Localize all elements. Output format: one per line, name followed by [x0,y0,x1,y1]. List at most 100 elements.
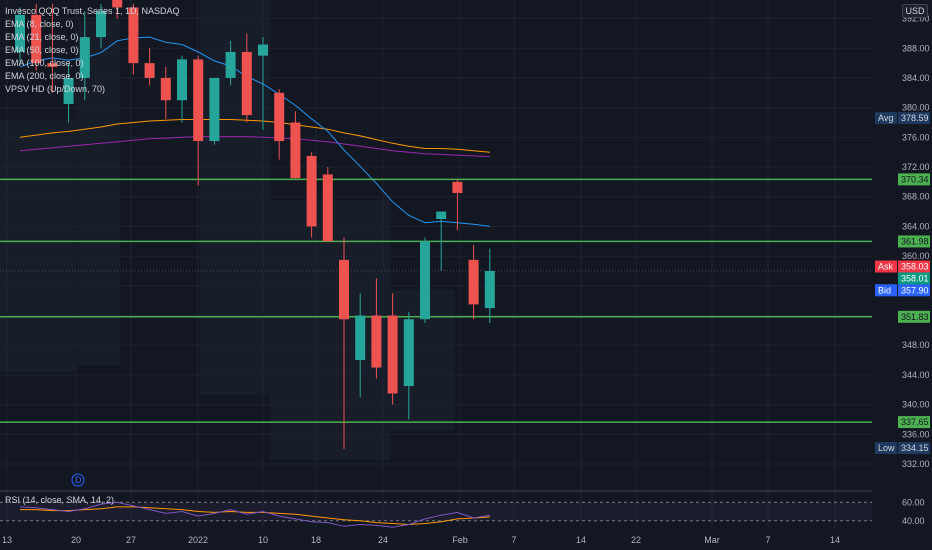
candle-body [306,155,317,227]
candle-body [484,270,495,309]
candle-body [387,315,398,394]
candle-body [31,14,42,64]
candle-body [355,315,366,361]
candle-body [436,211,447,220]
price-tag-ask [898,260,930,273]
candle-body [452,181,463,194]
price-tag-level [898,416,930,429]
price-tags: 378.59 Avg 370.34 361.98 358.03 Ask 358.01 357.… [875,112,930,455]
ema-100-line [19,119,490,153]
price-tick-label: 388.00 [902,43,930,53]
indicator-legend: Invesco QQQ Trust, Series 1, 1D, NASDAQ … [5,5,180,96]
price-tag-value: 357.90 [901,285,929,295]
candle-body [225,51,236,78]
symbol-title[interactable]: Invesco QQQ Trust, Series 1, 1D, NASDAQ [5,6,180,16]
time-tick-label: 7 [511,535,516,545]
level-lines[interactable] [0,178,872,423]
candle-body [258,44,268,56]
price-tag-label: Ask [878,262,894,272]
candle-body [79,37,90,78]
price-tag-value: 351.83 [901,312,929,322]
indicator-ema-50[interactable]: EMA (50, close, 0) [5,45,79,55]
time-tick-label: 27 [126,535,136,545]
price-tag-label: Avg [878,113,893,123]
indicator-ema-8[interactable]: EMA (8, close, 0) [5,19,74,29]
rsi-line [19,501,490,528]
time-tick-label: 14 [830,535,840,545]
price-tag-value: 370.34 [901,174,929,184]
price-tag-last [898,272,930,285]
candle-body [339,259,349,320]
indicator-ema-21[interactable]: EMA (21, close, 0) [5,32,79,42]
price-tag-level [898,235,930,248]
price-tag-value: 358.01 [901,273,929,283]
price-tag-avg [898,112,930,125]
price-tick-label: 332.00 [902,459,930,469]
candle-body [15,14,25,52]
currency-button[interactable]: USD [902,4,928,18]
price-tick-label: 368.00 [902,192,930,202]
price-tick-label: 384.00 [902,73,930,83]
indicator-vpsv[interactable]: VPSV HD (Up/Down, 70) [5,84,106,94]
time-tick-label: Feb [452,535,468,545]
candle-body [144,63,155,78]
time-tick-label: 18 [311,535,321,545]
ema-21-line [19,36,490,227]
time-tick-label: Mar [704,535,720,545]
price-tag-label-bg [875,112,897,125]
price-tick-label: 360.00 [902,251,930,261]
indicator-ema-100[interactable]: EMA (100, close, 0) [5,58,84,68]
candle-body [193,59,204,142]
candle-body [322,174,333,242]
time-tick-label: 14 [576,535,586,545]
rsi-legend[interactable]: RSI (14, close, SMA, 14, 2) [5,495,115,505]
candle-body [274,92,285,142]
price-tag-label: Bid [878,285,891,295]
candle-body [209,77,220,142]
price-tag-value: 358.03 [901,262,929,272]
rsi-pane [0,501,872,528]
dividend-icon [71,473,85,487]
candle-body [112,0,123,8]
indicator-ema-200[interactable]: EMA (200, close, 0) [5,71,84,81]
rsi-tick-label: 40.00 [902,516,925,526]
time-axis[interactable]: 13 20 27 2022 10 18 24 Feb 7 14 22 Mar 7 14 [0,531,932,550]
rsi-band [0,502,872,521]
price-tag-label-bg [875,260,897,273]
price-tag-value: 378.59 [901,113,929,123]
candle-body [241,51,252,116]
rsi-tick-label: 60.00 [902,497,925,507]
price-tag-bid [898,284,930,297]
candle-body [371,315,382,368]
price-tag-value: 334.15 [901,443,929,453]
time-tick-label: 10 [258,535,268,545]
time-axis-bg [0,531,932,550]
price-tag-value: 337.65 [901,417,929,427]
price-tag-label-bg [875,442,897,455]
volume-profile-box [270,200,390,460]
volume-profile-box [0,120,75,372]
price-tick-label: 336.00 [902,429,930,439]
price-tag-value: 361.98 [901,236,929,246]
price-tag-level [898,173,930,186]
time-tick-label: 24 [378,535,388,545]
price-tick-label: 348.00 [902,340,930,350]
volume-profile [0,0,455,460]
price-tick-label: 392.00 [902,14,930,24]
candle-body [128,7,139,64]
price-tick-label: 372.00 [902,162,930,172]
time-tick-label: 13 [2,535,12,545]
dividend-icon-letter: D [75,475,82,485]
price-tick-label: 364.00 [902,221,930,231]
price-tag-low [898,442,930,455]
time-tick-label: 7 [765,535,770,545]
candle-body [160,77,171,101]
time-tick-label: 2022 [188,535,208,545]
candle-body [63,77,74,104]
dividend-marker[interactable]: D [71,473,85,487]
candle-body [47,63,58,67]
candles [15,0,495,450]
price-tick-label: 380.00 [902,103,930,113]
time-tick-label: 22 [631,535,641,545]
